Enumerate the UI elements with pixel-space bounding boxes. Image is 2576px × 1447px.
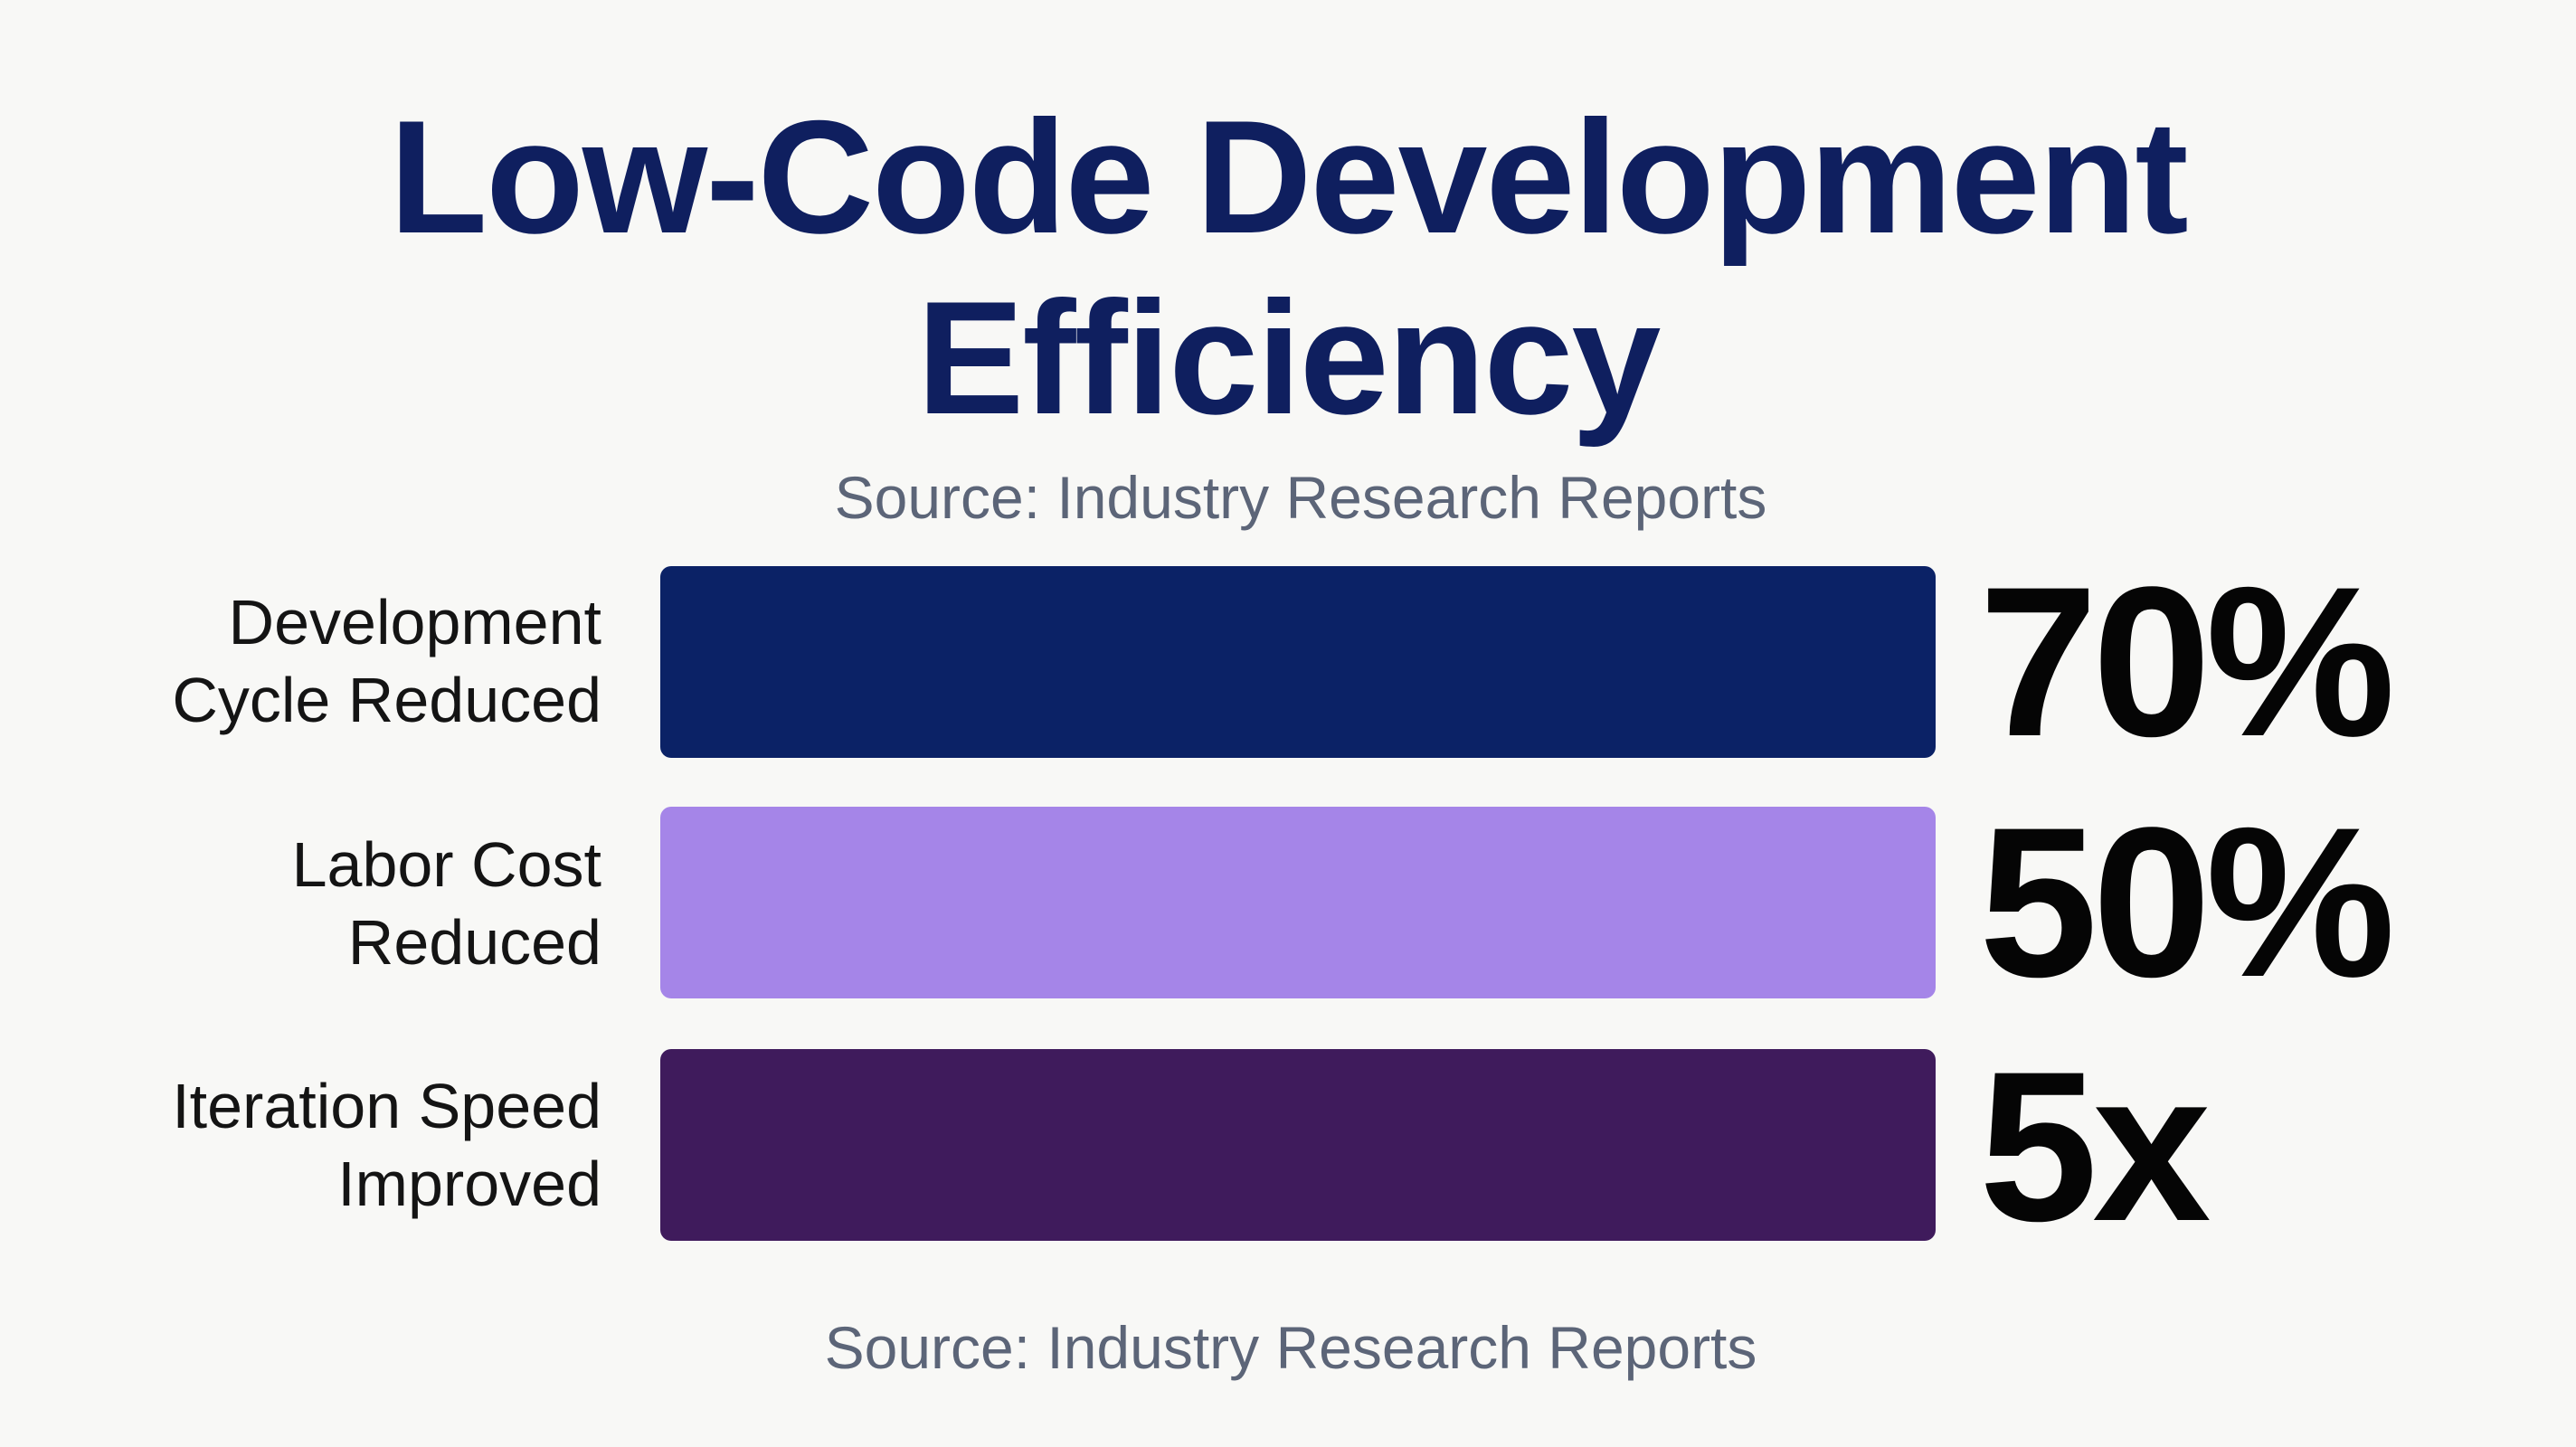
chart-title-line-1: Low-Code Development	[389, 87, 2188, 267]
chart-subtitle: Source: Industry Research Reports	[834, 464, 1767, 531]
bar-development-cycle	[660, 566, 1936, 758]
category-label-iteration-speed: Iteration Speed Improved	[172, 1071, 601, 1219]
bar-labor-cost	[660, 807, 1936, 998]
chart-title-line-2: Efficiency	[916, 268, 1662, 448]
value-label-iteration-speed: 5x	[1979, 1027, 2211, 1266]
category-label-labor-cost: Labor Cost Reduced	[291, 829, 601, 978]
category-label-development-cycle: Development Cycle Reduced	[172, 587, 601, 735]
value-label-labor-cost: 50%	[1979, 783, 2395, 1022]
bar-iteration-speed	[660, 1049, 1936, 1241]
chart-footer-source: Source: Industry Research Reports	[824, 1314, 1757, 1381]
value-label-development-cycle: 70%	[1979, 543, 2395, 781]
